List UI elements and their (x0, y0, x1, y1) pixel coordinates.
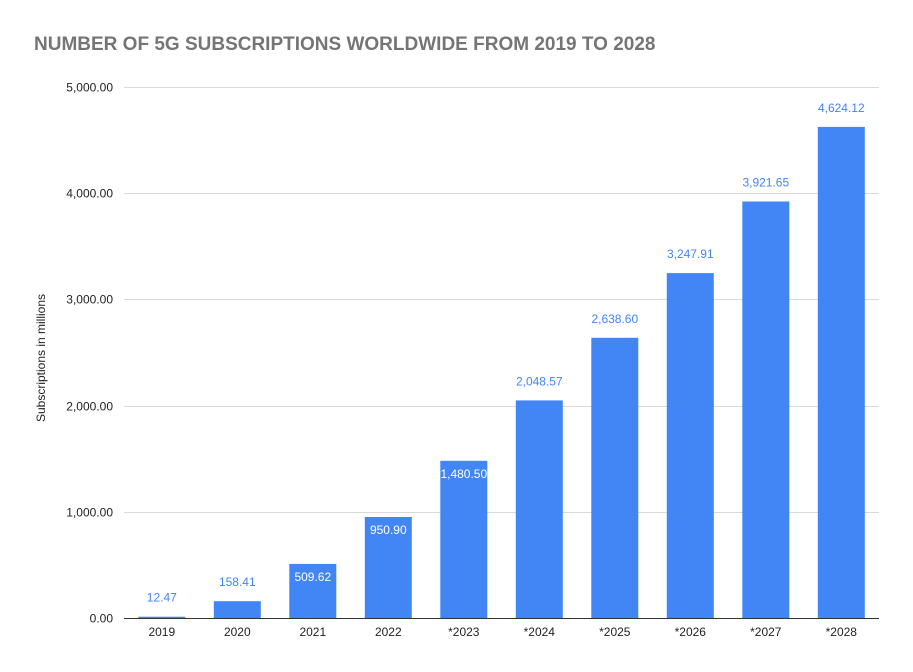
bar (213, 601, 261, 618)
x-tick-label: *2024 (524, 625, 556, 639)
y-tick-label: 4,000.00 (66, 187, 113, 201)
y-tick-label: 5,000.00 (66, 81, 113, 95)
data-label: 2,638.60 (591, 312, 638, 326)
bar (817, 126, 865, 619)
axes: 0.00 1,000.00 2,000.00 3,000.00 4,000.00 5,00… (66, 81, 879, 639)
bars (138, 126, 865, 619)
data-label: 1,480.50 (440, 467, 487, 481)
data-label: 4,624.12 (818, 101, 865, 115)
x-tick-label: *2026 (675, 625, 707, 639)
bar (364, 517, 412, 618)
data-label: 509.62 (294, 570, 331, 584)
x-tick-label: *2023 (448, 625, 480, 639)
y-tick-label: 1,000.00 (66, 506, 113, 520)
bar (440, 460, 488, 618)
data-label: 3,247.91 (667, 247, 714, 261)
x-tick-label: *2028 (826, 625, 858, 639)
x-tick-label: 2019 (148, 625, 175, 639)
bar (591, 337, 639, 618)
bar (515, 400, 563, 618)
bar (666, 273, 714, 618)
x-tick-label: *2025 (599, 625, 631, 639)
data-label: 158.41 (219, 575, 256, 589)
bar (138, 616, 186, 618)
y-tick-label: 0.00 (90, 612, 114, 626)
y-tick-label: 3,000.00 (66, 293, 113, 307)
bar (289, 563, 337, 618)
x-tick-label: *2027 (750, 625, 782, 639)
bar (742, 201, 790, 618)
y-axis-label: Subscriptions in millions (34, 294, 48, 422)
data-label: 950.90 (370, 523, 407, 537)
y-tick-label: 2,000.00 (66, 400, 113, 414)
x-tick-label: 2022 (375, 625, 402, 639)
data-labels: 12.47 158.41 509.62 950.90 1,480.50 2,048.57 2… (147, 101, 865, 605)
data-label: 2,048.57 (516, 374, 563, 388)
x-tick-label: 2021 (299, 625, 326, 639)
x-tick-label: 2020 (224, 625, 251, 639)
chart-title: NUMBER OF 5G SUBSCRIPTIONS WORLDWIDE FRO… (34, 34, 656, 55)
data-label: 3,921.65 (742, 176, 789, 190)
data-label: 12.47 (147, 591, 177, 605)
